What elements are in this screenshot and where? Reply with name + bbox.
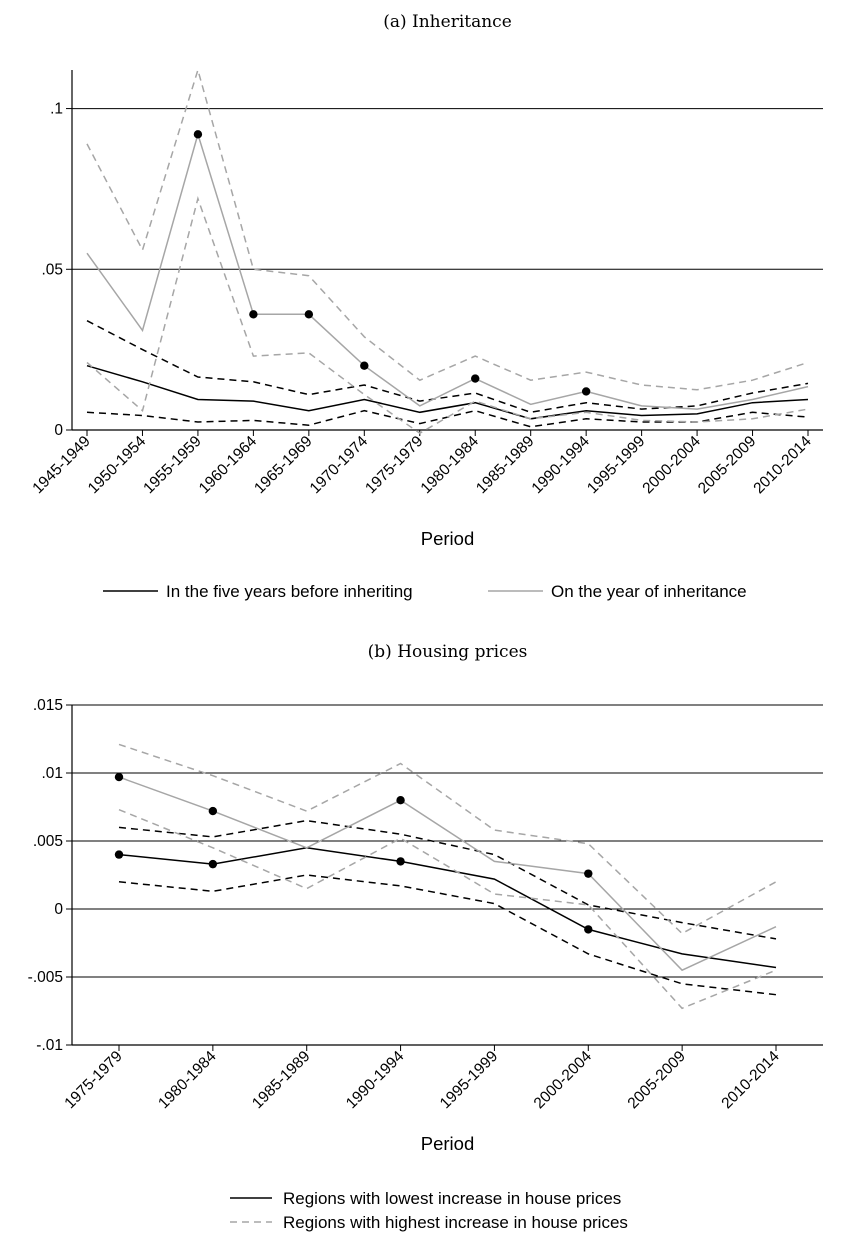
panel-title: (a) Inheritance [383,12,512,32]
x-tick-label: 1980-1984 [418,433,483,498]
x-tick-label: 1950-1954 [85,433,150,498]
significance-marker [208,806,218,816]
y-tick-label: .005 [33,833,63,850]
x-tick-label: 1945-1949 [29,433,93,497]
x-tick-label: 1985-1989 [473,433,537,497]
panel-title: (b) Housing prices [368,642,528,662]
y-tick-label: 0 [54,422,63,439]
x-tick-label: 1960-1964 [196,433,261,498]
x-tick-label: 1980-1984 [155,1048,220,1113]
series-upper-bound [86,320,809,414]
significance-marker [208,859,218,869]
significance-marker [304,310,314,319]
x-axis-title: Period [421,1133,474,1154]
significance-marker [396,796,405,805]
series-lower-bound [118,809,777,1010]
x-tick-label: 2010-2014 [718,1048,783,1113]
x-tick-label: 1990-1994 [343,1048,408,1113]
series-lower-bound [86,196,809,435]
x-tick-label: 1985-1989 [249,1048,313,1112]
series-upper-bound [86,67,809,391]
series-line [118,776,777,972]
x-tick-label: 2005-2009 [695,433,759,497]
x-tick-label: 1955-1959 [140,433,204,497]
significance-marker [581,387,591,396]
y-tick-label: .05 [41,261,63,278]
y-tick-label: -.005 [28,969,63,986]
series-line [86,131,809,410]
legend-label: On the year of inheritance [551,582,747,601]
series-lower-bound [118,874,777,996]
y-tick-label: .01 [41,765,63,782]
x-tick-label: 2010-2014 [750,433,815,498]
legend-label: In the five years before inheriting [166,582,413,601]
significance-marker [114,850,124,859]
y-tick-label: .015 [33,697,63,714]
y-tick-label: -.01 [36,1037,63,1054]
series-upper-bound [118,819,777,940]
x-tick-label: 2000-2004 [639,433,704,498]
x-tick-label: 1995-1999 [584,433,648,497]
y-tick-label: .1 [50,101,63,118]
significance-marker [396,857,405,866]
panel-housing-prices: (b) Housing prices -.01 -.005 0 .005 .01 .015 1… [28,642,823,1232]
legend-label: Regions with lowest increase in house pr… [283,1189,621,1208]
significance-marker [114,772,124,782]
x-tick-label: 2005-2009 [625,1048,689,1112]
series-line [86,364,809,420]
series-line [118,847,777,969]
x-tick-label: 1970-1974 [307,433,372,498]
x-tick-label: 1975-1979 [362,433,426,497]
significance-marker [584,925,593,934]
x-tick-label: 2000-2004 [531,1048,596,1113]
significance-marker [471,374,480,383]
y-tick-label: 0 [54,901,63,918]
significance-marker [584,869,593,878]
x-tick-label: 1990-1994 [529,433,594,498]
panel-inheritance: (a) Inheritance0.05.11945-19491950-19541… [29,12,823,601]
x-tick-label: 1975-1979 [61,1048,125,1112]
legend-label: Regions with highest increase in house p… [283,1213,628,1232]
x-axis-title: Period [421,528,474,549]
significance-marker [193,130,203,139]
significance-marker [360,361,369,370]
x-tick-label: 1965-1969 [251,433,315,497]
significance-marker [249,310,258,319]
x-tick-label: 1995-1999 [437,1048,501,1112]
series-upper-bound [118,743,777,935]
